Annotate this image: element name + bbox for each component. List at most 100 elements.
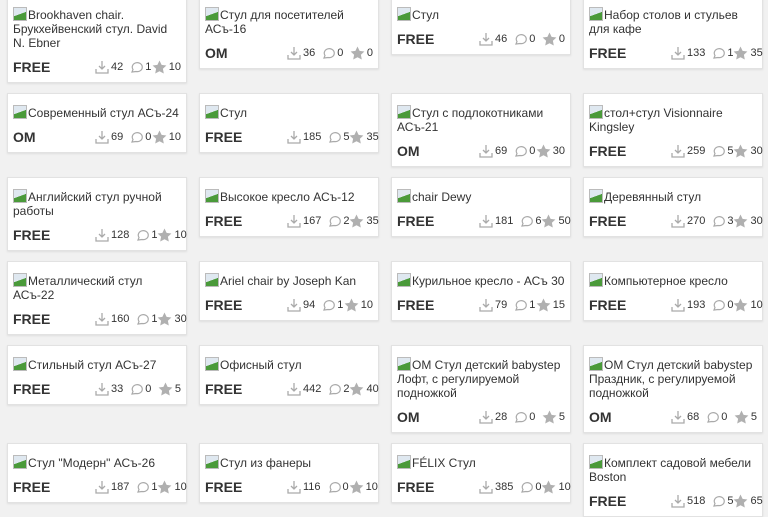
- model-title-text[interactable]: Brookhaven chair. Брукхейвенский стул. D…: [13, 8, 168, 50]
- model-title[interactable]: Стул для посетителей АСъ-16: [205, 7, 373, 36]
- comment-icon: [713, 496, 726, 507]
- model-title-text[interactable]: Компьютерное кресло: [604, 274, 728, 288]
- model-card[interactable]: Стул из фанеры FREE 116 0 10: [199, 443, 379, 503]
- model-card[interactable]: Стул с подлокотниками АСъ-21 OM 69 0 30: [391, 93, 571, 167]
- model-title[interactable]: FÉLIX Стул: [397, 455, 565, 470]
- card-footer: FREE 46 0 0: [397, 30, 565, 48]
- price-label: FREE: [205, 129, 243, 145]
- model-title[interactable]: Английский стул ручной работы: [13, 189, 181, 218]
- model-card[interactable]: Английский стул ручной работы FREE 128 1…: [7, 177, 187, 251]
- model-title-text[interactable]: Стильный стул АСъ-27: [28, 358, 157, 372]
- model-title-text[interactable]: chair Dewy: [412, 190, 472, 204]
- model-card[interactable]: Стильный стул АСъ-27 FREE 33 0 5: [7, 345, 187, 405]
- model-title[interactable]: Стул из фанеры: [205, 455, 373, 470]
- model-title-text[interactable]: стол+стул Visionnaire Kingsley: [589, 106, 723, 134]
- comment-icon: [329, 132, 342, 143]
- model-title[interactable]: Современный стул АСъ-24: [13, 105, 181, 120]
- card-footer: FREE 42 1 10: [13, 58, 181, 76]
- download-icon: [479, 299, 493, 312]
- model-title-text[interactable]: Металлический стул АСъ-22: [13, 274, 143, 302]
- model-title-text[interactable]: Офисный стул: [220, 358, 302, 372]
- model-title[interactable]: Стул: [205, 105, 373, 120]
- model-title[interactable]: chair Dewy: [397, 189, 565, 204]
- model-title-text[interactable]: Набор столов и стульев для кафе: [589, 8, 738, 36]
- card-footer: FREE 185 5 35: [205, 128, 379, 146]
- broken-image-icon: [205, 455, 219, 469]
- model-card[interactable]: OM Стул детский babystep Праздник, с рег…: [583, 345, 763, 433]
- like-count: 30: [536, 144, 565, 158]
- model-card[interactable]: Деревянный стул FREE 270 3 30: [583, 177, 763, 237]
- model-card[interactable]: Стул для посетителей АСъ-16 OM 36 0 0: [199, 0, 379, 69]
- model-card[interactable]: Brookhaven chair. Брукхейвенский стул. D…: [7, 0, 187, 83]
- model-title[interactable]: Офисный стул: [205, 357, 373, 372]
- model-title[interactable]: Стул: [397, 7, 565, 22]
- comment-count: 5: [711, 494, 733, 508]
- model-title[interactable]: Стильный стул АСъ-27: [13, 357, 181, 372]
- broken-image-icon: [397, 357, 411, 371]
- model-card[interactable]: chair Dewy FREE 181 6 50: [391, 177, 571, 237]
- model-card[interactable]: FÉLIX Стул FREE 385 0 10: [391, 443, 571, 503]
- model-title[interactable]: Компьютерное кресло: [589, 273, 757, 288]
- model-title[interactable]: Ariel chair by Joseph Kan: [205, 273, 373, 288]
- model-card[interactable]: OM Стул детский babystep Лофт, с регулир…: [391, 345, 571, 433]
- download-count: 193: [671, 298, 705, 312]
- star-icon: [734, 46, 748, 60]
- model-title-text[interactable]: OM Стул детский babystep Лофт, с регулир…: [397, 358, 561, 400]
- star-icon: [542, 480, 556, 494]
- model-title[interactable]: Brookhaven chair. Брукхейвенский стул. D…: [13, 7, 181, 50]
- model-title[interactable]: Высокое кресло АСъ-12: [205, 189, 373, 204]
- model-title-text[interactable]: Стул: [220, 106, 248, 120]
- model-title[interactable]: Курильное кресло - АСъ 30: [397, 273, 565, 288]
- model-card[interactable]: Офисный стул FREE 442 2 40: [199, 345, 379, 405]
- model-card[interactable]: Стул "Модерн" АСъ-26 FREE 187 1 10: [7, 443, 187, 503]
- model-title-text[interactable]: Стул с подлокотниками АСъ-21: [397, 106, 544, 134]
- star-icon: [350, 382, 364, 396]
- model-title[interactable]: Стул "Модерн" АСъ-26: [13, 455, 181, 470]
- model-title[interactable]: Комплект садовой мебели Boston: [589, 455, 757, 484]
- comment-icon: [323, 300, 336, 311]
- model-title-text[interactable]: Стул: [412, 8, 440, 22]
- broken-image-icon: [205, 7, 219, 21]
- model-title-text[interactable]: Ariel chair by Joseph Kan: [220, 274, 357, 288]
- model-title-text[interactable]: Комплект садовой мебели Boston: [589, 456, 752, 484]
- model-card[interactable]: Ariel chair by Joseph Kan FREE 94 1 10: [199, 261, 379, 321]
- star-icon: [536, 298, 551, 312]
- model-title[interactable]: Набор столов и стульев для кафе: [589, 7, 757, 36]
- card-footer: FREE 94 1 10: [205, 296, 373, 314]
- model-title[interactable]: Стул с подлокотниками АСъ-21: [397, 105, 565, 134]
- download-count: 133: [671, 46, 705, 60]
- model-title[interactable]: Металлический стул АСъ-22: [13, 273, 181, 302]
- model-card[interactable]: Стул FREE 46 0 0: [391, 0, 571, 55]
- model-title[interactable]: стол+стул Visionnaire Kingsley: [589, 105, 757, 134]
- model-title-text[interactable]: Курильное кресло - АСъ 30: [412, 274, 565, 288]
- model-card[interactable]: Набор столов и стульев для кафе FREE 133…: [583, 0, 763, 69]
- model-title[interactable]: OM Стул детский babystep Лофт, с регулир…: [397, 357, 565, 400]
- model-title-text[interactable]: Стул из фанеры: [220, 456, 312, 470]
- model-card[interactable]: Современный стул АСъ-24 OM 69 0 10: [7, 93, 187, 153]
- like-count: 40: [349, 382, 379, 396]
- price-label: FREE: [13, 381, 51, 397]
- price-label: FREE: [589, 297, 627, 313]
- model-card[interactable]: Стул FREE 185 5 35: [199, 93, 379, 153]
- like-count: 5: [734, 410, 757, 424]
- model-title-text[interactable]: Деревянный стул: [604, 190, 702, 204]
- model-title-text[interactable]: OM Стул детский babystep Праздник, с рег…: [589, 358, 753, 400]
- model-title-text[interactable]: Стул для посетителей АСъ-16: [205, 8, 344, 36]
- model-title-text[interactable]: FÉLIX Стул: [412, 456, 476, 470]
- model-title[interactable]: OM Стул детский babystep Праздник, с рег…: [589, 357, 757, 400]
- model-title[interactable]: Деревянный стул: [589, 189, 757, 204]
- card-footer: FREE 128 1 10: [13, 226, 187, 244]
- model-card[interactable]: Высокое кресло АСъ-12 FREE 167 2 35: [199, 177, 379, 237]
- model-card[interactable]: Комплект садовой мебели Boston FREE 518 …: [583, 443, 763, 517]
- model-title-text[interactable]: Английский стул ручной работы: [13, 190, 162, 218]
- model-title-text[interactable]: Высокое кресло АСъ-12: [220, 190, 355, 204]
- model-card[interactable]: стол+стул Visionnaire Kingsley FREE 259 …: [583, 93, 763, 167]
- comment-count: 5: [711, 144, 733, 158]
- model-card[interactable]: Компьютерное кресло FREE 193 0 10: [583, 261, 763, 321]
- model-card[interactable]: Металлический стул АСъ-22 FREE 160 1 30: [7, 261, 187, 335]
- model-card[interactable]: Курильное кресло - АСъ 30 FREE 79 1 15: [391, 261, 571, 321]
- download-count: 270: [671, 214, 705, 228]
- like-count: 30: [733, 214, 763, 228]
- model-title-text[interactable]: Стул "Модерн" АСъ-26: [28, 456, 155, 470]
- model-title-text[interactable]: Современный стул АСъ-24: [28, 106, 179, 120]
